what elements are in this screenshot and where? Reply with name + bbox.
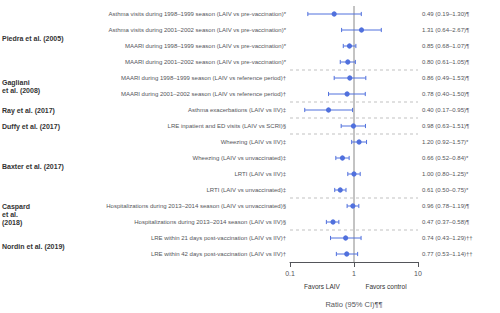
svg-text:1.31 (0.64–2.67)¶: 1.31 (0.64–2.67)¶	[422, 27, 469, 33]
svg-text:Favors control: Favors control	[365, 283, 407, 290]
svg-text:MAARI during 1998–1999 season: MAARI during 1998–1999 season (LAIV vs r…	[121, 75, 286, 81]
svg-text:Piedra et al. (2005): Piedra et al. (2005)	[2, 35, 63, 43]
svg-text:Wheezing (LAIV vs unvaccinated: Wheezing (LAIV vs unvaccinated)‡	[193, 155, 286, 161]
svg-text:0.96 (0.78–1.19)¶: 0.96 (0.78–1.19)¶	[422, 203, 469, 209]
svg-text:Asthma visits during 2001–2002: Asthma visits during 2001–2002 season (L…	[109, 27, 287, 33]
svg-text:MAARI during 2001–2002 season: MAARI during 2001–2002 season (LAIV vs r…	[121, 91, 286, 97]
svg-text:Hospitalizations during 2013–2: Hospitalizations during 2013–2014 season…	[134, 219, 286, 225]
svg-text:Gagliani: Gagliani	[2, 79, 30, 87]
svg-text:Wheezing (LAIV vs IIV)‡: Wheezing (LAIV vs IIV)‡	[221, 139, 286, 145]
svg-text:0.74 (0.43–1.29)††: 0.74 (0.43–1.29)††	[422, 235, 473, 241]
svg-text:0.66 (0.52–0.84)*: 0.66 (0.52–0.84)*	[422, 155, 469, 161]
svg-text:0.49 (0.19–1.30)¶: 0.49 (0.19–1.30)¶	[422, 11, 469, 17]
svg-text:Ratio (95% CI)¶¶: Ratio (95% CI)¶¶	[325, 300, 382, 309]
svg-text:(2018): (2018)	[2, 219, 22, 227]
svg-text:1.20 (0.92–1.57)*: 1.20 (0.92–1.57)*	[422, 139, 469, 145]
svg-text:LRE inpatient and ED visits (L: LRE inpatient and ED visits (LAIV vs SCR…	[168, 123, 286, 129]
svg-text:0.85 (0.68–1.07)¶: 0.85 (0.68–1.07)¶	[422, 43, 469, 49]
svg-text:LRE within 42 days post-vaccin: LRE within 42 days post-vaccination (LAI…	[151, 251, 286, 257]
svg-text:LRTI (LAIV vs IIV)‡: LRTI (LAIV vs IIV)‡	[234, 171, 286, 177]
svg-text:Caspard: Caspard	[2, 203, 30, 211]
svg-text:Ray et al. (2017): Ray et al. (2017)	[2, 107, 55, 115]
svg-text:Asthma visits during 1998–1999: Asthma visits during 1998–1999 season (L…	[109, 11, 287, 17]
svg-text:Favors LAIV: Favors LAIV	[304, 283, 340, 290]
svg-text:0.98 (0.63–1.51)¶: 0.98 (0.63–1.51)¶	[422, 123, 469, 129]
svg-text:Asthma exacerbations (LAIV vs: Asthma exacerbations (LAIV vs IIV)‡	[188, 107, 286, 113]
svg-text:0.40 (0.17–0.95)¶: 0.40 (0.17–0.95)¶	[422, 107, 469, 113]
svg-text:MAARI during 1998–1999 season: MAARI during 1998–1999 season (LAIV vs p…	[125, 43, 287, 49]
svg-text:Duffy et al. (2017): Duffy et al. (2017)	[2, 123, 60, 131]
svg-text:Hospitalizations during 2013–2: Hospitalizations during 2013–2014 season…	[106, 203, 286, 209]
svg-text:LRE within 21 days post-vaccin: LRE within 21 days post-vaccination (LAI…	[151, 235, 286, 241]
svg-text:10: 10	[414, 270, 422, 277]
svg-text:1.00 (0.80–1.25)*: 1.00 (0.80–1.25)*	[422, 171, 469, 177]
svg-text:LRTI (LAIV vs unvaccinated)‡: LRTI (LAIV vs unvaccinated)‡	[206, 187, 286, 193]
svg-text:MAARI during 2001–2002 season: MAARI during 2001–2002 season (LAIV vs p…	[125, 59, 287, 65]
svg-text:Baxter et al. (2017): Baxter et al. (2017)	[2, 163, 64, 171]
svg-text:et al. (2008): et al. (2008)	[2, 87, 40, 95]
svg-text:0.78 (0.40–1.50)¶: 0.78 (0.40–1.50)¶	[422, 91, 469, 97]
svg-text:0.77 (0.53–1.14)††: 0.77 (0.53–1.14)††	[422, 251, 473, 257]
svg-text:et al.: et al.	[2, 211, 18, 218]
svg-text:0.1: 0.1	[285, 270, 295, 277]
svg-text:0.80 (0.61–1.05)¶: 0.80 (0.61–1.05)¶	[422, 59, 469, 65]
svg-text:1: 1	[352, 270, 356, 277]
svg-text:Nordin et al. (2019): Nordin et al. (2019)	[2, 243, 65, 251]
svg-text:0.86 (0.49–1.53)¶: 0.86 (0.49–1.53)¶	[422, 75, 469, 81]
svg-text:0.47 (0.37–0.58)¶: 0.47 (0.37–0.58)¶	[422, 219, 469, 225]
svg-text:0.61 (0.50–0.75)*: 0.61 (0.50–0.75)*	[422, 187, 469, 193]
